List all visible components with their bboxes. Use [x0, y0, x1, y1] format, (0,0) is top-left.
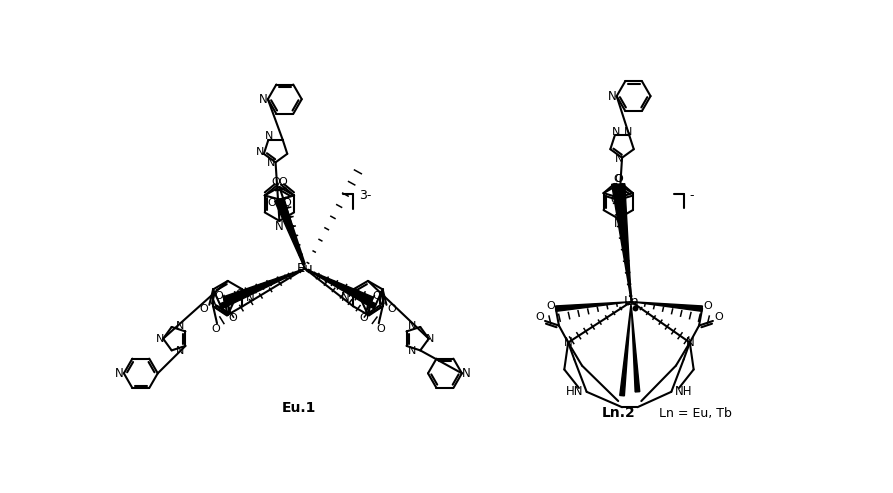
Text: O: O [267, 198, 276, 208]
Polygon shape [305, 269, 373, 302]
Text: O: O [703, 301, 712, 311]
Polygon shape [280, 199, 305, 269]
Text: N: N [463, 367, 471, 380]
Text: N: N [275, 220, 284, 233]
Text: O: O [283, 198, 291, 208]
Text: N: N [176, 346, 184, 356]
Text: N: N [265, 131, 273, 141]
Polygon shape [275, 199, 305, 269]
Polygon shape [555, 302, 631, 311]
Text: N: N [156, 334, 164, 344]
Text: N: N [426, 334, 435, 344]
Text: O: O [376, 324, 385, 334]
Text: O: O [228, 313, 237, 323]
Text: O: O [535, 312, 544, 322]
Text: NH: NH [674, 386, 692, 398]
Text: N: N [686, 336, 694, 349]
Text: O: O [547, 301, 555, 311]
Text: Ln.2: Ln.2 [601, 406, 635, 421]
Text: O: O [199, 304, 208, 314]
Text: O: O [714, 312, 722, 322]
Text: Ln: Ln [623, 295, 639, 308]
Polygon shape [620, 184, 631, 302]
Text: 3-: 3- [359, 189, 371, 202]
Polygon shape [223, 269, 305, 302]
Text: Eu: Eu [296, 262, 313, 275]
Text: O: O [618, 195, 626, 205]
Text: N: N [341, 291, 350, 304]
Text: Ln = Eu, Tb: Ln = Eu, Tb [659, 407, 731, 420]
Polygon shape [631, 302, 703, 311]
Text: O: O [388, 304, 396, 314]
Text: N: N [176, 321, 184, 331]
Text: N: N [613, 217, 622, 230]
Text: N: N [408, 321, 416, 331]
Polygon shape [305, 269, 376, 309]
Text: N: N [259, 93, 268, 106]
Text: O: O [279, 176, 288, 186]
Text: O: O [613, 174, 622, 183]
Text: O: O [366, 305, 375, 315]
Polygon shape [631, 306, 639, 392]
Text: O: O [214, 290, 223, 301]
Text: -: - [689, 189, 694, 202]
Text: O: O [236, 289, 245, 299]
Text: O: O [221, 305, 230, 315]
Text: O: O [351, 289, 360, 299]
Text: N: N [256, 146, 264, 157]
Text: N: N [267, 158, 275, 168]
Text: O: O [359, 313, 368, 323]
Text: N: N [614, 154, 623, 164]
Text: N: N [563, 336, 572, 349]
Polygon shape [612, 183, 631, 302]
Text: N: N [624, 127, 632, 137]
Text: Eu.1: Eu.1 [281, 401, 316, 415]
Text: N: N [115, 367, 123, 380]
Text: O: O [614, 174, 623, 183]
Text: N: N [612, 127, 620, 137]
Text: O: O [271, 176, 280, 186]
Text: O: O [372, 290, 381, 301]
Text: O: O [610, 195, 619, 205]
Text: N: N [607, 90, 616, 103]
Polygon shape [620, 302, 631, 396]
Text: N: N [246, 291, 255, 304]
Text: O: O [211, 324, 220, 334]
Text: N: N [408, 346, 416, 356]
Polygon shape [220, 269, 305, 309]
Text: HN: HN [566, 386, 583, 398]
